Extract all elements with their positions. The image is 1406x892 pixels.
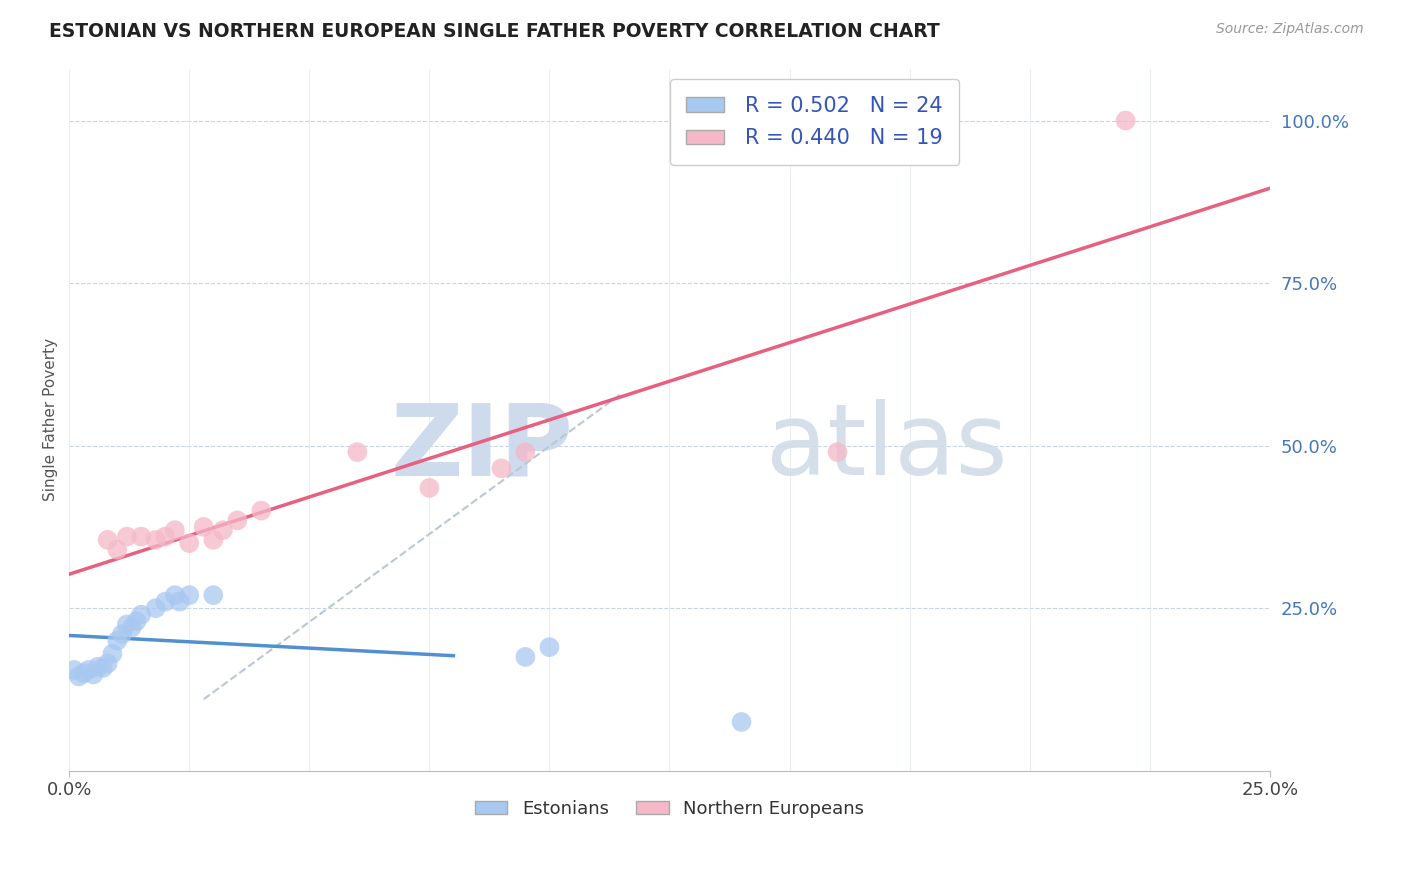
Point [121,621,143,635]
Point [155,594,177,608]
Point [202,588,225,602]
Text: atlas: atlas [765,400,1007,496]
Point [111,627,134,641]
Point [105,633,128,648]
Point [827,445,849,459]
Point [97,533,120,547]
Point [193,520,215,534]
Point [212,523,235,537]
Point [155,530,177,544]
Point [418,481,440,495]
Text: Source: ZipAtlas.com: Source: ZipAtlas.com [1216,22,1364,37]
Point [179,536,201,550]
Point [115,530,138,544]
Point [515,445,537,459]
Point [202,533,225,547]
Point [125,614,148,628]
Point [105,542,128,557]
Text: ZIP: ZIP [391,400,574,496]
Point [250,503,273,517]
Point [226,513,249,527]
Point [63,663,86,677]
Point [145,601,167,615]
Point [145,533,167,547]
Point [97,657,120,671]
Point [169,594,191,608]
Point [87,659,110,673]
Point [82,667,104,681]
Point [115,617,138,632]
Point [179,588,201,602]
Point [91,661,114,675]
Y-axis label: Single Father Poverty: Single Father Poverty [44,338,58,501]
Point [129,607,152,622]
Point [515,649,537,664]
Point [730,714,752,729]
Point [1115,113,1137,128]
Point [129,530,152,544]
Point [538,640,561,655]
Point [163,588,186,602]
Point [163,523,186,537]
Point [77,663,100,677]
Point [491,461,513,475]
Point [101,647,124,661]
Text: ESTONIAN VS NORTHERN EUROPEAN SINGLE FATHER POVERTY CORRELATION CHART: ESTONIAN VS NORTHERN EUROPEAN SINGLE FAT… [49,22,941,41]
Point [346,445,368,459]
Point [72,666,94,681]
Legend: Estonians, Northern Europeans: Estonians, Northern Europeans [468,792,872,825]
Point [67,669,90,683]
